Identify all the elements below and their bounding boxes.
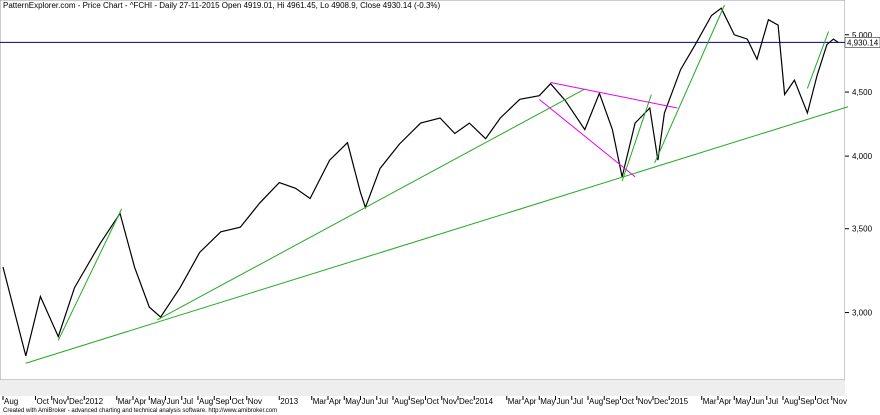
- x-tick-label: May: [540, 397, 555, 406]
- y-tick-label: 3,500: [852, 225, 873, 234]
- x-tick-label: Jun: [752, 397, 765, 406]
- y-tick-label: 5,000: [852, 31, 873, 40]
- price-line: [2, 7, 839, 357]
- x-tick-label: May: [735, 397, 750, 406]
- trendline: [538, 98, 636, 178]
- x-tick-label: 2015: [670, 397, 688, 406]
- x-tick-label: Jul: [573, 397, 583, 406]
- x-tick-label: Jun: [167, 397, 180, 406]
- x-tick-label: Sep: [410, 397, 425, 406]
- footer: Created with AmiBroker - advanced charti…: [3, 408, 277, 414]
- x-tick-label: Oct: [817, 397, 830, 406]
- chart-title: PatternExplorer.com - Price Chart - ^FCH…: [3, 1, 441, 10]
- x-tick-label: Jul: [378, 397, 388, 406]
- plot-area: [0, 0, 846, 381]
- x-tick-label: Mar: [313, 397, 327, 406]
- trendline: [25, 106, 849, 364]
- x-tick-label: May: [150, 397, 165, 406]
- x-tick-label: Oct: [37, 397, 50, 406]
- last-price-label: 4,930.14: [847, 38, 879, 47]
- x-tick-label: Apr: [719, 397, 732, 406]
- y-tick-label: 4,000: [852, 152, 873, 161]
- x-tick-label: Aug: [199, 397, 213, 406]
- x-tick-label: 2013: [280, 397, 298, 406]
- x-tick-label: Oct: [622, 397, 635, 406]
- x-tick-label: Nov: [248, 397, 262, 406]
- x-tick-label: Apr: [134, 397, 147, 406]
- x-tick-label: Dec: [654, 397, 668, 406]
- price-axis: [845, 0, 880, 396]
- x-tick-label: Mar: [508, 397, 522, 406]
- x-tick-label: 2012: [85, 397, 103, 406]
- x-tick-label: Aug: [4, 397, 18, 406]
- x-tick-label: Mar: [118, 397, 132, 406]
- x-tick-label: Oct: [232, 397, 245, 406]
- x-tick-label: Oct: [427, 397, 440, 406]
- x-tick-label: Sep: [215, 397, 230, 406]
- x-tick-label: Jun: [557, 397, 570, 406]
- x-tick-label: 2014: [475, 397, 493, 406]
- x-tick-label: Jun: [362, 397, 375, 406]
- x-tick-label: Apr: [329, 397, 342, 406]
- trendline: [621, 94, 652, 182]
- x-tick-label: Mar: [703, 397, 717, 406]
- volume-strip: [0, 380, 845, 396]
- trendline: [57, 208, 123, 341]
- x-tick-label: Aug: [394, 397, 408, 406]
- x-tick-label: Aug: [589, 397, 603, 406]
- x-tick-label: Sep: [800, 397, 815, 406]
- x-tick-label: Aug: [784, 397, 798, 406]
- y-tick-label: 3,000: [852, 309, 873, 318]
- y-tick-label: 4,500: [852, 88, 873, 97]
- last-price-box: [844, 37, 880, 48]
- x-tick-label: Sep: [605, 397, 620, 406]
- x-tick-label: Nov: [443, 397, 457, 406]
- x-tick-label: May: [345, 397, 360, 406]
- x-tick-label: Dec: [69, 397, 83, 406]
- x-tick-label: Nov: [638, 397, 652, 406]
- x-tick-label: Jul: [768, 397, 778, 406]
- x-tick-label: Nov: [53, 397, 67, 406]
- x-tick-label: Apr: [524, 397, 537, 406]
- trendline: [550, 81, 678, 109]
- x-tick-label: Dec: [459, 397, 473, 406]
- x-tick-label: Jul: [183, 397, 193, 406]
- trendline: [654, 4, 725, 164]
- x-tick-label: Nov: [833, 397, 847, 406]
- trendline: [806, 31, 829, 89]
- trendline: [157, 88, 585, 321]
